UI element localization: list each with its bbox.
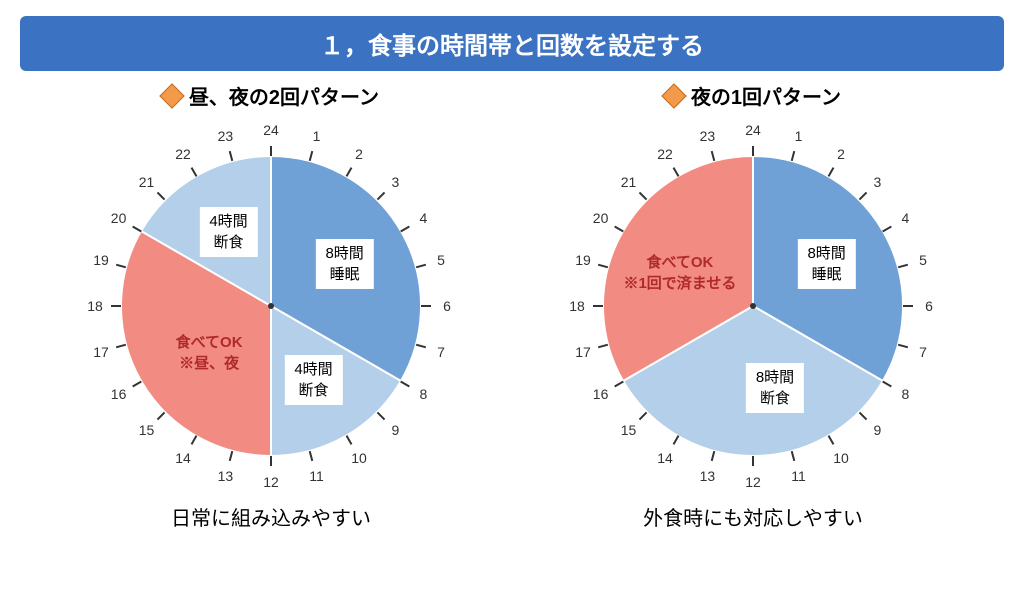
hour-label: 13 <box>700 468 716 484</box>
hour-label: 8 <box>420 386 428 402</box>
header-title: １，食事の時間帯と回数を設定する <box>320 33 704 60</box>
hour-label: 15 <box>621 422 637 438</box>
hour-label: 3 <box>874 174 882 190</box>
hour-label: 24 <box>745 122 761 138</box>
hour-label: 12 <box>263 474 279 490</box>
hour-label: 4 <box>902 210 910 226</box>
chart-right-title: 夜の1回パターン <box>665 81 841 110</box>
hour-label: 17 <box>93 344 109 360</box>
hour-label: 10 <box>833 450 849 466</box>
chart-right-caption: 外食時にも対応しやすい <box>643 502 863 531</box>
hour-label: 19 <box>93 252 109 268</box>
hour-label: 9 <box>874 422 882 438</box>
hour-label: 18 <box>87 298 103 314</box>
slice-label: 4時間断食 <box>199 207 257 257</box>
chart-right-title-text: 夜の1回パターン <box>691 81 841 110</box>
diamond-icon <box>159 83 184 108</box>
hour-label: 20 <box>111 210 127 226</box>
clock-chart-right: 1234567891011121314151617181920212223248… <box>563 116 943 496</box>
hour-label: 6 <box>443 298 451 314</box>
chart-left-title: 昼、夜の2回パターン <box>163 81 379 110</box>
hour-label: 24 <box>263 122 279 138</box>
hour-label: 14 <box>657 450 673 466</box>
hour-label: 5 <box>919 252 927 268</box>
hour-label: 16 <box>593 386 609 402</box>
hour-label: 11 <box>309 468 324 484</box>
slice-label: 8時間睡眠 <box>797 239 855 289</box>
slice-label: 8時間断食 <box>746 363 804 413</box>
chart-right: 夜の1回パターン 1234567891011121314151617181920… <box>523 81 983 531</box>
hour-label: 7 <box>437 344 445 360</box>
hour-label: 3 <box>392 174 400 190</box>
hour-label: 11 <box>791 468 806 484</box>
hour-label: 9 <box>392 422 400 438</box>
hour-label: 6 <box>925 298 933 314</box>
hour-label: 20 <box>593 210 609 226</box>
hour-label: 15 <box>139 422 155 438</box>
hour-label: 21 <box>621 174 637 190</box>
hour-label: 5 <box>437 252 445 268</box>
hour-label: 1 <box>795 128 803 144</box>
diamond-icon <box>661 83 686 108</box>
charts-row: 昼、夜の2回パターン 12345678910111213141516171819… <box>0 81 1024 531</box>
hour-label: 8 <box>902 386 910 402</box>
slice-label: 食べてOK※昼、夜 <box>166 328 253 378</box>
chart-left: 昼、夜の2回パターン 12345678910111213141516171819… <box>41 81 501 531</box>
clock-chart-left: 1234567891011121314151617181920212223248… <box>81 116 461 496</box>
hour-label: 19 <box>575 252 591 268</box>
hour-label: 4 <box>420 210 428 226</box>
slice-label: 食べてOK※1回で済ませる <box>613 248 746 298</box>
header-banner: １，食事の時間帯と回数を設定する <box>20 16 1004 71</box>
slice-label: 8時間睡眠 <box>315 239 373 289</box>
hour-label: 14 <box>175 450 191 466</box>
hour-label: 22 <box>657 146 673 162</box>
chart-left-caption: 日常に組み込みやすい <box>171 502 371 531</box>
hour-label: 23 <box>218 128 234 144</box>
hour-label: 23 <box>700 128 716 144</box>
hour-label: 7 <box>919 344 927 360</box>
hour-label: 21 <box>139 174 155 190</box>
hour-label: 2 <box>355 146 363 162</box>
hour-label: 1 <box>313 128 321 144</box>
hour-label: 22 <box>175 146 191 162</box>
hour-label: 13 <box>218 468 234 484</box>
slice-label: 4時間断食 <box>284 355 342 405</box>
hour-label: 12 <box>745 474 761 490</box>
hour-label: 18 <box>569 298 585 314</box>
hour-label: 16 <box>111 386 127 402</box>
chart-left-title-text: 昼、夜の2回パターン <box>189 81 379 110</box>
hour-label: 10 <box>351 450 367 466</box>
hour-label: 2 <box>837 146 845 162</box>
hour-label: 17 <box>575 344 591 360</box>
